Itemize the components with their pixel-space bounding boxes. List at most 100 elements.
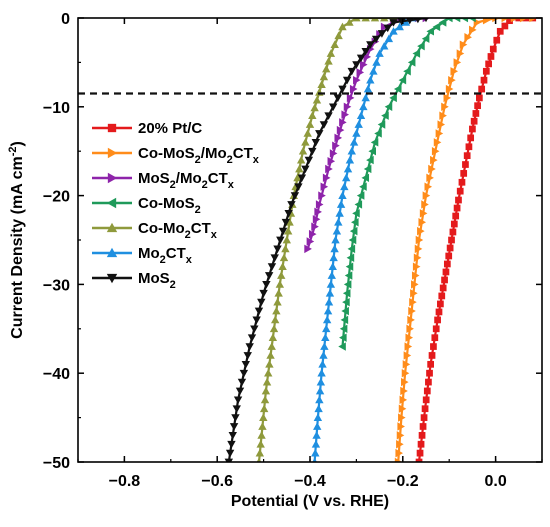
- data-point-mo2ctx: [317, 369, 326, 377]
- data-point-20-pt-c: [506, 18, 513, 25]
- data-point-mos2-mo2ctx: [322, 173, 331, 183]
- data-point-co-mos2-mo2ctx: [421, 200, 429, 209]
- data-point-mos2: [225, 449, 235, 458]
- data-point-mos2-mo2ctx: [308, 229, 317, 239]
- data-point-co-mos2-mo2ctx: [410, 289, 418, 298]
- data-point-co-mos2-mo2ctx: [529, 18, 537, 23]
- data-point-20-pt-c: [439, 284, 447, 292]
- data-point-co-mos2-mo2ctx: [441, 102, 449, 111]
- data-point-co-mos2: [342, 297, 350, 307]
- data-point-co-mos2-mo2ctx: [430, 155, 438, 165]
- data-point-mo2ctx: [389, 27, 398, 35]
- data-point-mo2ctx: [327, 271, 337, 279]
- data-point-co-mos2-mo2ctx: [406, 324, 414, 333]
- data-point-20-pt-c: [437, 300, 444, 308]
- data-point-20-pt-c: [493, 36, 501, 44]
- data-point-co-mos2: [368, 147, 376, 156]
- data-point-mo2ctx: [361, 93, 370, 102]
- data-point-co-mo2ctx: [257, 431, 266, 439]
- data-point-co-mos2-mo2ctx: [413, 253, 422, 262]
- data-point-co-mos2-mo2ctx: [431, 147, 440, 156]
- legend: 20% Pt/C Co-MoS2​/Mo2​CTx​ MoS2​/Mo2​CTx​ C…: [92, 120, 260, 291]
- data-point-mos2: [250, 325, 259, 333]
- data-point-co-mo2ctx: [293, 173, 302, 182]
- data-point-20-pt-c: [515, 18, 523, 22]
- legend-label: 20% Pt/C: [138, 120, 202, 137]
- data-point-20-pt-c: [420, 414, 428, 421]
- data-point-mos2-mo2ctx: [325, 164, 333, 174]
- data-point-mos2: [257, 298, 266, 307]
- data-point-20-pt-c: [476, 94, 483, 102]
- data-point-co-mos2-mo2ctx: [419, 209, 428, 218]
- data-point-co-mo2ctx: [295, 164, 304, 173]
- data-point-co-mos2-mo2ctx: [401, 369, 410, 378]
- data-point-mo2ctx: [335, 209, 344, 217]
- data-point-mos2: [276, 236, 285, 245]
- data-point-mo2ctx: [384, 34, 394, 43]
- data-point-20-pt-c: [467, 134, 475, 142]
- data-point-20-pt-c: [460, 170, 468, 177]
- data-point-co-mo2ctx: [260, 395, 270, 404]
- data-point-co-mos2-mo2ctx: [456, 49, 465, 58]
- data-point-mo2ctx: [311, 440, 321, 448]
- data-point-co-mos2-mo2ctx: [433, 138, 442, 147]
- data-point-co-mo2ctx: [255, 448, 265, 457]
- legend-item-mos2-mo2ctx: MoS2​/Mo2​CTx​: [92, 170, 235, 191]
- data-point-20-pt-c: [489, 45, 497, 53]
- x-tick-label: −0.8: [109, 473, 141, 490]
- data-point-20-pt-c: [478, 85, 486, 93]
- data-point-mos2: [278, 227, 288, 236]
- data-point-mos2-mo2ctx: [327, 156, 336, 166]
- data-point-mo2ctx: [315, 386, 325, 395]
- data-point-20-pt-c: [463, 152, 471, 159]
- data-point-co-mos2: [366, 155, 374, 165]
- x-axis-title: Potential (V vs. RHE): [231, 493, 389, 510]
- data-point-20-pt-c: [462, 161, 469, 168]
- data-point-co-mo2ctx: [266, 351, 275, 359]
- data-point-mos2: [284, 210, 293, 218]
- data-point-co-mos2-mo2ctx: [408, 306, 416, 316]
- data-point-co-mo2ctx: [322, 64, 331, 73]
- data-point-co-mos2: [339, 324, 348, 333]
- data-point-mos2-mo2ctx: [349, 84, 358, 94]
- x-tick-label: −0.2: [387, 473, 419, 490]
- data-point-mos2: [235, 387, 245, 396]
- legend-item-co-mos2-mo2ctx: Co-MoS2​/Mo2​CTx​: [92, 145, 260, 166]
- data-point-co-mos2: [417, 41, 425, 51]
- data-point-mo2ctx: [319, 351, 328, 359]
- data-point-co-mo2ctx: [305, 120, 315, 128]
- data-point-co-mos2-mo2ctx: [394, 457, 403, 462]
- data-point-mo2ctx: [320, 342, 329, 350]
- data-point-20-pt-c: [452, 212, 460, 220]
- data-point-mo2ctx: [352, 129, 361, 137]
- legend-item-mo2ctx: Mo2​CTx​: [92, 245, 193, 266]
- data-point-mo2ctx: [366, 75, 375, 84]
- data-point-co-mos2-mo2ctx: [404, 342, 413, 351]
- data-point-mo2ctx: [328, 262, 337, 270]
- data-point-co-mos2-mo2ctx: [402, 360, 411, 369]
- series-mos2: [224, 18, 429, 462]
- data-point-mos2: [290, 192, 300, 200]
- data-point-mos2-mo2ctx: [312, 215, 321, 224]
- data-point-co-mos2-mo2ctx: [450, 67, 459, 76]
- data-point-20-pt-c: [448, 236, 455, 244]
- data-point-mo2ctx: [401, 18, 411, 26]
- data-point-mos2-mo2ctx: [334, 133, 343, 143]
- data-point-co-mos2: [460, 18, 469, 23]
- data-point-co-mos2: [370, 138, 379, 147]
- data-point-co-mos2-mo2ctx: [411, 271, 420, 280]
- data-point-mos2-mo2ctx: [311, 222, 319, 231]
- legend-label: Co-MoS2​: [138, 195, 201, 216]
- data-point-mos2-mo2ctx: [353, 75, 361, 85]
- data-point-co-mo2ctx: [338, 22, 347, 31]
- data-point-20-pt-c: [416, 449, 424, 457]
- data-point-mo2ctx: [345, 155, 355, 164]
- data-point-mo2ctx: [329, 253, 338, 262]
- data-point-mo2ctx: [343, 164, 353, 173]
- data-point-co-mos2-mo2ctx: [453, 58, 462, 67]
- data-point-mos2-mo2ctx: [318, 191, 326, 200]
- data-point-co-mos2: [452, 18, 461, 23]
- data-point-co-mo2ctx: [296, 155, 306, 164]
